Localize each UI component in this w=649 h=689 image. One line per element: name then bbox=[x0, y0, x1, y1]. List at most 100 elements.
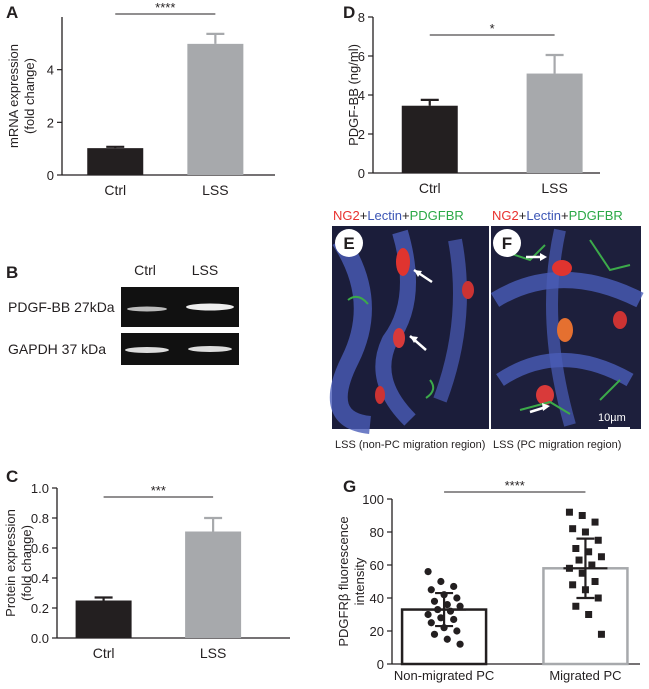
data-point bbox=[424, 610, 432, 619]
x-tick-label: Ctrl bbox=[104, 182, 126, 198]
data-point bbox=[446, 607, 455, 615]
x-tick-label: Ctrl bbox=[419, 180, 441, 196]
y-tick-label: 1.0 bbox=[31, 481, 49, 496]
error-bar bbox=[204, 516, 223, 532]
data-point bbox=[585, 548, 593, 556]
data-point bbox=[585, 611, 593, 618]
error-bar bbox=[563, 537, 608, 600]
data-point bbox=[581, 586, 589, 594]
y-axis-label: (fold change) bbox=[22, 58, 37, 134]
lane-label: LSS bbox=[192, 262, 218, 278]
y-tick-label: 4 bbox=[47, 63, 54, 78]
panel-label: G bbox=[343, 477, 356, 496]
panel-label: D bbox=[343, 3, 355, 22]
y-tick-label: 0 bbox=[377, 657, 384, 672]
data-point bbox=[443, 635, 451, 643]
y-tick-label: 0.8 bbox=[31, 511, 49, 526]
significance-label: *** bbox=[151, 483, 166, 498]
panel-label: B bbox=[6, 263, 18, 282]
micrograph bbox=[329, 226, 644, 434]
image-caption: LSS (non-PC migration region) bbox=[335, 439, 485, 451]
stain-part: + bbox=[360, 208, 368, 223]
data-point bbox=[450, 615, 458, 624]
error-bar bbox=[206, 32, 225, 44]
x-tick-label: LSS bbox=[202, 182, 228, 198]
error-bar bbox=[94, 596, 113, 601]
data-point bbox=[597, 630, 605, 638]
data-point bbox=[450, 582, 458, 591]
blot-band bbox=[186, 303, 234, 311]
y-tick-label: 8 bbox=[358, 10, 365, 25]
data-point bbox=[434, 605, 442, 614]
data-point bbox=[440, 591, 448, 599]
panel-label: E bbox=[343, 234, 354, 253]
data-point bbox=[594, 536, 602, 544]
x-tick-label: LSS bbox=[541, 180, 567, 196]
y-tick-label: 80 bbox=[370, 525, 384, 540]
y-tick-label: 6 bbox=[358, 49, 365, 64]
stain-part: NG2 bbox=[333, 208, 360, 223]
lane-label: Ctrl bbox=[134, 262, 156, 278]
data-point bbox=[424, 568, 432, 576]
x-tick-label: Ctrl bbox=[93, 645, 115, 661]
panel-label: C bbox=[6, 467, 18, 486]
stain-part: Lectin bbox=[367, 208, 402, 223]
data-point bbox=[572, 545, 580, 552]
data-point bbox=[581, 528, 589, 536]
data-point bbox=[453, 594, 461, 602]
blot-band bbox=[188, 346, 232, 352]
data-point bbox=[427, 619, 435, 627]
y-axis-label: intensity bbox=[352, 557, 367, 605]
data-point bbox=[456, 602, 464, 610]
significance-label: **** bbox=[155, 0, 175, 15]
blot-row-label: GAPDH 37 kDa bbox=[8, 341, 106, 357]
data-point bbox=[591, 578, 599, 585]
y-tick-label: 20 bbox=[370, 624, 384, 639]
stain-part: PDGFBR bbox=[410, 208, 464, 223]
data-point bbox=[453, 627, 461, 635]
y-axis-label: mRNA expression bbox=[6, 44, 21, 148]
y-tick-label: 4 bbox=[358, 88, 365, 103]
y-tick-label: 0 bbox=[47, 168, 54, 183]
y-tick-label: 0 bbox=[358, 166, 365, 181]
data-point bbox=[430, 597, 439, 605]
stain-part: + bbox=[561, 208, 569, 223]
stain-title: NG2+Lectin+PDGFBR bbox=[492, 208, 623, 223]
y-tick-label: 0.2 bbox=[31, 601, 49, 616]
significance-label: **** bbox=[505, 478, 525, 493]
data-point bbox=[565, 564, 573, 572]
panel-label: A bbox=[6, 3, 18, 22]
data-point bbox=[437, 577, 445, 586]
bar bbox=[87, 148, 144, 175]
data-point bbox=[572, 602, 580, 610]
stain-title: NG2+Lectin+PDGFBR bbox=[333, 208, 464, 223]
data-point bbox=[569, 581, 577, 589]
x-tick-label: LSS bbox=[200, 645, 226, 661]
y-tick-label: 40 bbox=[370, 591, 384, 606]
bar bbox=[187, 43, 244, 175]
x-tick-label: Non-migrated PC bbox=[394, 668, 494, 683]
data-point bbox=[443, 601, 451, 609]
blot-band bbox=[127, 306, 167, 312]
y-axis-label: Protein expression bbox=[3, 509, 18, 617]
blot-row-label: PDGF-BB 27kDa bbox=[8, 299, 115, 315]
data-point bbox=[575, 556, 583, 564]
data-point bbox=[578, 569, 586, 577]
y-axis-label: PDGF-BB (ng/ml) bbox=[346, 44, 361, 146]
y-tick-label: 60 bbox=[370, 558, 384, 573]
stain-part: PDGFBR bbox=[569, 208, 623, 223]
data-point bbox=[440, 624, 448, 632]
bar bbox=[75, 600, 132, 638]
image-caption: LSS (PC migration region) bbox=[493, 439, 621, 451]
y-axis-label: (fold change) bbox=[19, 525, 34, 601]
y-axis-label: PDGFRβ fluorescence bbox=[336, 516, 351, 646]
stain-part: + bbox=[402, 208, 410, 223]
data-point bbox=[591, 518, 599, 526]
scale-bar-label: 10µm bbox=[598, 412, 626, 424]
y-tick-label: 2 bbox=[47, 115, 54, 130]
data-point bbox=[427, 586, 435, 594]
stain-part: + bbox=[519, 208, 527, 223]
data-point bbox=[437, 614, 445, 622]
blot-band bbox=[125, 347, 169, 353]
